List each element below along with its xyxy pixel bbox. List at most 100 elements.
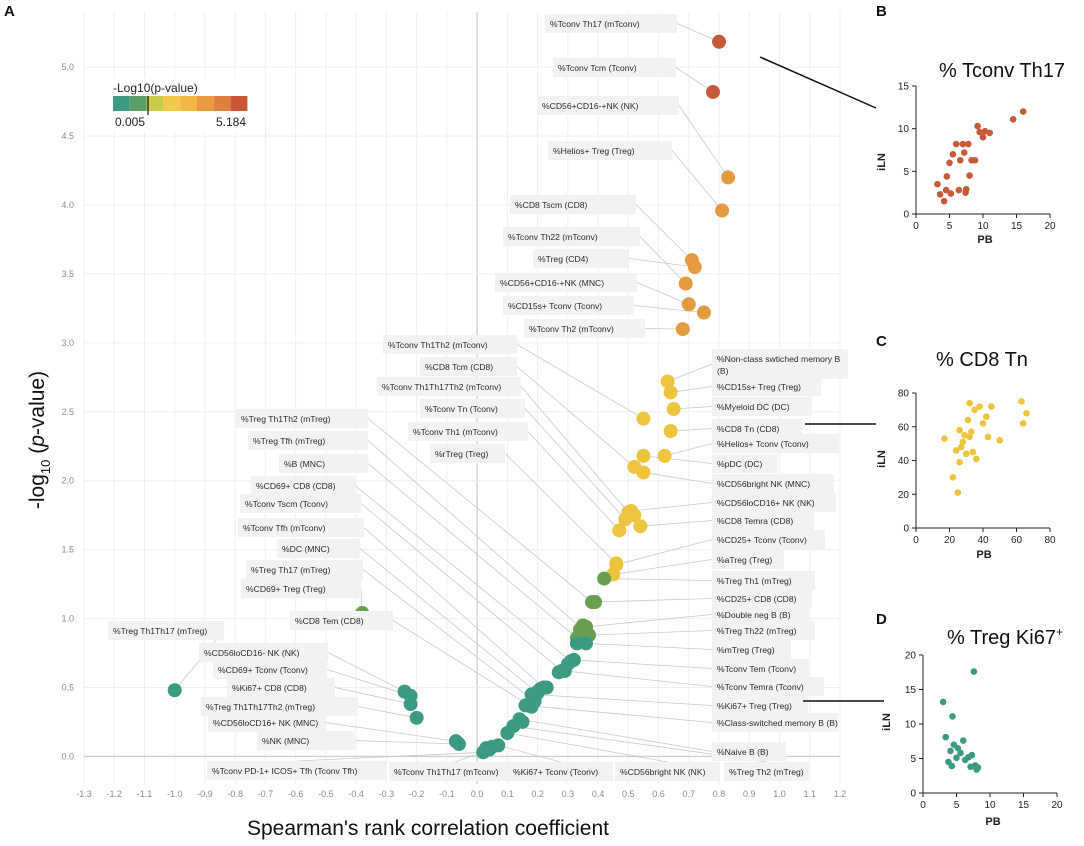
x-tick-label: 1.1 [804, 789, 817, 799]
leader-line [362, 569, 535, 702]
point-label-box [712, 377, 821, 396]
leader-line [676, 23, 720, 43]
legend-colorbar [113, 96, 248, 115]
point-label-box [712, 605, 810, 624]
point-label: %Treg Th17 (mTreg) [251, 565, 331, 575]
small-y-tick-label: 15 [905, 685, 917, 696]
leader-line [498, 745, 561, 763]
point-label: %Treg Th1Th17 (mTreg) [113, 626, 207, 636]
point-label: %Treg Th22 (mTreg) [717, 626, 797, 636]
point-label: %CD15s+ Treg (Treg) [717, 382, 801, 392]
panel-d-y-label: iLN [881, 713, 893, 731]
point-label: %Tconv Tcm (Tconv) [558, 63, 637, 73]
small-data-point [957, 443, 965, 451]
x-tick-label: 0.1 [501, 789, 514, 799]
small-y-tick-label: 0 [903, 524, 909, 535]
small-data-point [971, 406, 978, 414]
point-label-box [108, 621, 224, 640]
small-data-point [988, 403, 995, 410]
data-point [721, 170, 736, 185]
point-label: %Tconv Th1Th17 (mTconv) [394, 767, 499, 777]
small-data-point [984, 433, 992, 441]
point-label: %Tconv Th1 (mTconv) [413, 427, 498, 437]
panel-label-a: A [4, 3, 15, 20]
main-tick-labels: -1.3 -1.2 -1.1 -1.0 -0.9 -0.8 -0.7 -0.6 -0.5 -0.4… [61, 62, 846, 799]
point-label-box [277, 539, 360, 558]
panel-c-y-label: iLN [876, 450, 888, 468]
panel-b-scatter: 0 5 10 15 20 0 5 10 15 [898, 82, 1056, 233]
point-label: %CD56+CD16-+NK (NK) [542, 101, 639, 111]
panel-c-title: % CD8 Tn [936, 349, 1028, 371]
point-label-box [545, 14, 677, 33]
leader-line [504, 453, 617, 564]
data-point [572, 622, 587, 637]
data-point [636, 448, 651, 463]
small-data-point [957, 749, 964, 757]
leader-line [588, 630, 713, 636]
point-label-box [383, 335, 517, 354]
legend-swatch [146, 96, 164, 111]
leader-line [585, 642, 713, 650]
leader-line [507, 732, 668, 763]
small-data-point [1019, 108, 1027, 115]
small-data-point [942, 733, 950, 741]
point-label: %Tconv Th17 (mTconv) [550, 19, 640, 29]
leader-line [635, 204, 693, 261]
small-data-point [966, 433, 973, 441]
small-data-point [968, 751, 976, 759]
x-tick-label: -0.2 [409, 789, 425, 799]
small-data-point [959, 737, 967, 744]
point-label: %CD25+ CD8 (CD8) [717, 594, 797, 604]
point-label-box [241, 579, 361, 598]
point-label: %Tconv Tn (Tconv) [425, 404, 498, 414]
point-label-box [553, 58, 676, 77]
small-data-point [954, 489, 962, 496]
point-label-box [524, 319, 645, 338]
leader-line [354, 740, 459, 745]
legend-swatch [197, 96, 214, 111]
panel-c-x-label: PB [976, 549, 991, 561]
small-x-tick-label: 60 [1011, 535, 1023, 546]
point-label: %Helios+ Tconv (Tconv) [717, 439, 809, 449]
leader-line [667, 363, 713, 382]
y-tick-label: 3.0 [61, 338, 74, 348]
point-label-box [712, 589, 812, 608]
leader-line [573, 659, 713, 669]
small-y-tick-label: 80 [898, 389, 910, 400]
small-x-tick-label: 40 [977, 535, 989, 546]
data-point [403, 697, 418, 712]
small-data-point [952, 140, 960, 148]
point-label: %CD56loCD16+ NK (MNC) [213, 718, 318, 728]
leader-line [616, 539, 713, 566]
small-data-point [961, 431, 968, 439]
data-point [678, 276, 693, 291]
small-x-tick-label: 0 [920, 800, 926, 811]
data-point [627, 508, 642, 523]
point-label-box [251, 476, 355, 495]
small-data-point [947, 747, 954, 755]
point-label: %CD15s+ Tconv (Tconv) [508, 301, 602, 311]
small-data-point [948, 762, 956, 770]
leader-line [640, 520, 713, 527]
data-point [539, 680, 554, 695]
leader-line [639, 236, 687, 284]
point-label: %CD56bright NK (NK) [620, 767, 706, 777]
data-point [657, 448, 672, 463]
point-label-box [712, 493, 836, 512]
point-label-box [208, 713, 325, 732]
data-point [633, 519, 648, 534]
legend-swatch [213, 96, 231, 111]
data-point [167, 683, 182, 698]
small-y-tick-label: 0 [910, 789, 916, 800]
x-tick-label: 0.5 [622, 789, 635, 799]
leader-line [392, 620, 532, 708]
leader-line [585, 614, 713, 628]
point-label-box [508, 762, 613, 781]
point-label: %pDC (DC) [717, 459, 762, 469]
x-tick-label: -1.3 [76, 789, 92, 799]
small-y-tick-label: 0 [903, 210, 909, 221]
small-data-point [954, 744, 962, 752]
small-data-point [941, 435, 948, 442]
point-label: %CD56loCD16- NK (NK) [204, 648, 300, 658]
small-data-point [974, 764, 982, 771]
